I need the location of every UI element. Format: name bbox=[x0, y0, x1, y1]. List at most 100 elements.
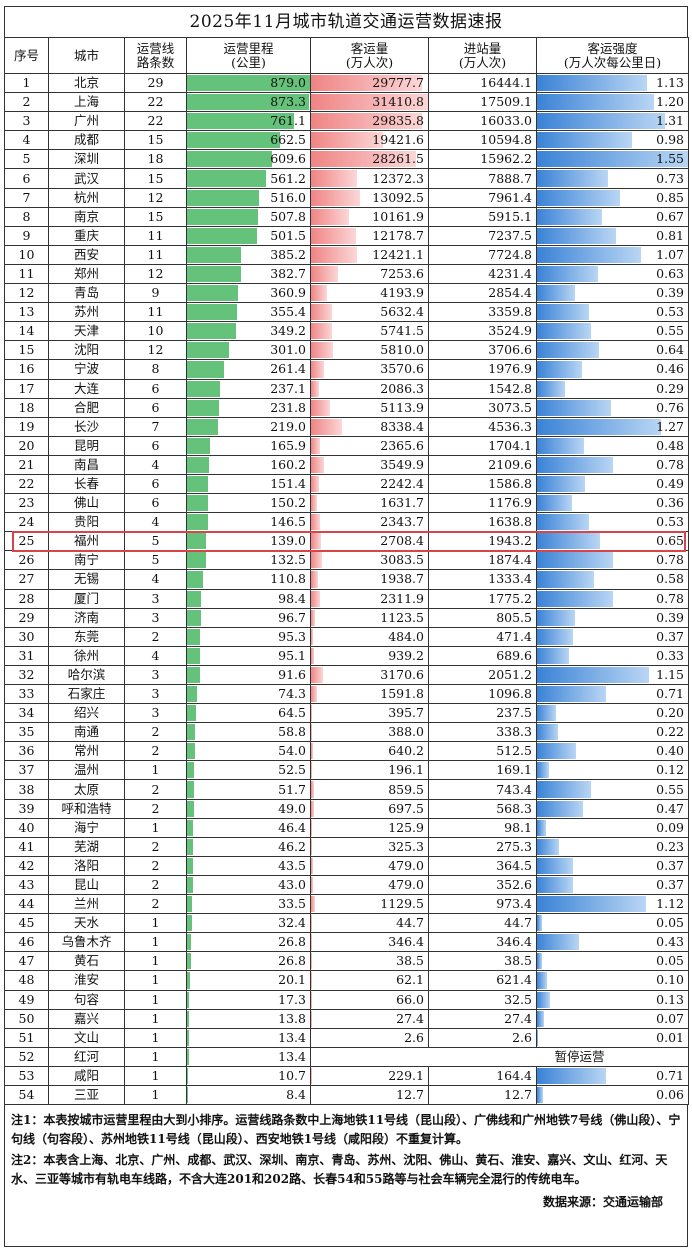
mileage-value: 609.6 bbox=[270, 151, 306, 167]
entries-cell: 621.4 bbox=[428, 970, 537, 991]
city-cell: 海宁 bbox=[48, 817, 125, 838]
rank-cell: 5 bbox=[4, 149, 49, 170]
ridership-bar bbox=[311, 170, 358, 187]
mileage-value: 879.0 bbox=[270, 75, 306, 91]
ridership-value: 10161.9 bbox=[372, 208, 424, 224]
mileage-bar bbox=[187, 380, 221, 397]
ridership-value: 3570.6 bbox=[380, 361, 424, 377]
entries-value: 512.5 bbox=[496, 743, 532, 759]
rank-cell: 36 bbox=[4, 741, 49, 762]
rank-cell: 39 bbox=[4, 798, 49, 819]
mileage-cell: 150.2 bbox=[186, 493, 311, 514]
entries-cell: 3359.8 bbox=[428, 302, 537, 323]
table-row: 8 南京 15 507.8 10161.9 5915.1 0.67 bbox=[4, 206, 689, 227]
lines-cell: 5 bbox=[124, 531, 187, 552]
lines-cell: 1 bbox=[124, 1046, 187, 1067]
entries-cell: 7724.8 bbox=[428, 244, 537, 265]
mileage-cell: 501.5 bbox=[186, 225, 311, 246]
entries-value: 38.5 bbox=[504, 953, 532, 969]
entries-value: 7724.8 bbox=[488, 246, 532, 262]
intensity-cell: 0.67 bbox=[536, 206, 689, 227]
mileage-bar bbox=[187, 571, 203, 588]
rank-cell: 42 bbox=[4, 855, 49, 876]
ridership-cell: 5113.9 bbox=[310, 397, 429, 418]
entries-value: 1542.8 bbox=[488, 380, 532, 396]
intensity-cell: 1.07 bbox=[536, 244, 689, 265]
mileage-value: 54.0 bbox=[278, 743, 306, 759]
city-cell: 石家庄 bbox=[48, 683, 125, 705]
ridership-value: 346.4 bbox=[388, 934, 424, 950]
entries-cell: 1333.4 bbox=[428, 569, 537, 590]
intensity-cell: 0.58 bbox=[536, 569, 689, 590]
intensity-value: 0.43 bbox=[656, 934, 684, 950]
rank-cell: 54 bbox=[4, 1084, 49, 1106]
intensity-cell: 1.15 bbox=[536, 664, 689, 686]
intensity-cell: 0.37 bbox=[536, 626, 689, 647]
ridership-cell: 66.0 bbox=[310, 989, 429, 1010]
lines-cell: 1 bbox=[124, 817, 187, 838]
mileage-cell: 96.7 bbox=[186, 607, 311, 628]
mileage-cell: 43.0 bbox=[186, 874, 311, 896]
ridership-cell: 19421.6 bbox=[310, 130, 429, 151]
intensity-value: 0.85 bbox=[656, 189, 684, 205]
mileage-value: 91.6 bbox=[278, 666, 306, 682]
intensity-bar bbox=[537, 94, 654, 111]
entries-cell: 98.1 bbox=[428, 817, 537, 838]
ridership-value: 19421.6 bbox=[372, 132, 424, 148]
entries-value: 3706.6 bbox=[488, 342, 532, 358]
city-cell: 天津 bbox=[48, 321, 125, 342]
table-row: 30 东莞 2 95.3 484.0 471.4 0.37 bbox=[4, 626, 689, 647]
ridership-bar bbox=[311, 514, 320, 531]
lines-cell: 1 bbox=[124, 1065, 187, 1086]
entries-value: 10594.8 bbox=[480, 132, 532, 148]
ridership-cell: 325.3 bbox=[310, 836, 429, 857]
intensity-cell: 0.43 bbox=[536, 932, 689, 953]
ridership-bar bbox=[311, 934, 313, 951]
lines-cell: 8 bbox=[124, 359, 187, 380]
city-cell: 昆明 bbox=[48, 435, 125, 456]
intensity-value: 0.40 bbox=[656, 743, 684, 759]
mileage-value: 873.3 bbox=[270, 94, 306, 110]
mileage-cell: 219.0 bbox=[186, 416, 311, 437]
entries-value: 346.4 bbox=[496, 934, 532, 950]
intensity-value: 0.53 bbox=[656, 514, 684, 530]
entries-value: 169.1 bbox=[496, 762, 532, 778]
entries-value: 16033.0 bbox=[480, 113, 532, 129]
mileage-cell: 8.4 bbox=[186, 1084, 311, 1106]
table-row: 3 广州 22 761.1 29835.8 16033.0 1.31 bbox=[4, 111, 689, 132]
lines-cell: 2 bbox=[124, 741, 187, 762]
rank-cell: 50 bbox=[4, 1008, 49, 1029]
intensity-value: 0.01 bbox=[656, 1029, 684, 1045]
ridership-value: 229.1 bbox=[388, 1067, 424, 1083]
city-cell: 黄石 bbox=[48, 951, 125, 972]
entries-value: 7237.5 bbox=[488, 227, 532, 243]
mileage-bar bbox=[187, 285, 238, 302]
rank-cell: 37 bbox=[4, 760, 49, 781]
ridership-value: 395.7 bbox=[388, 705, 424, 721]
entries-cell: 689.6 bbox=[428, 645, 537, 666]
intensity-value: 0.39 bbox=[656, 285, 684, 301]
ridership-value: 66.0 bbox=[396, 991, 424, 1007]
ridership-cell: 3549.9 bbox=[310, 454, 429, 475]
mileage-cell: 58.8 bbox=[186, 722, 311, 743]
table-row: 10 西安 11 385.2 12421.1 7724.8 1.07 bbox=[4, 244, 689, 265]
ridership-bar bbox=[311, 1067, 312, 1084]
header-row: 序号 城市 运营线 路条数 运营里程 (公里) 客运量 (万人次) 进站量 (万… bbox=[4, 37, 689, 74]
mileage-value: 139.0 bbox=[270, 533, 306, 549]
ridership-cell: 12178.7 bbox=[310, 225, 429, 246]
city-cell: 南宁 bbox=[48, 550, 125, 571]
mileage-bar bbox=[187, 495, 209, 512]
intensity-cell: 0.63 bbox=[536, 263, 689, 285]
entries-value: 1176.9 bbox=[488, 495, 532, 511]
mileage-cell: 132.5 bbox=[186, 550, 311, 571]
table-row: 27 无锡 4 110.8 1938.7 1333.4 0.58 bbox=[4, 569, 689, 590]
intensity-value: 0.09 bbox=[656, 819, 684, 835]
ridership-bar bbox=[311, 361, 325, 378]
intensity-cell: 0.09 bbox=[536, 817, 689, 838]
mileage-bar bbox=[187, 781, 195, 798]
mileage-value: 132.5 bbox=[270, 552, 306, 568]
mileage-value: 49.0 bbox=[278, 800, 306, 816]
rank-cell: 41 bbox=[4, 836, 49, 857]
intensity-value: 0.20 bbox=[656, 705, 684, 721]
intensity-bar bbox=[537, 437, 584, 454]
